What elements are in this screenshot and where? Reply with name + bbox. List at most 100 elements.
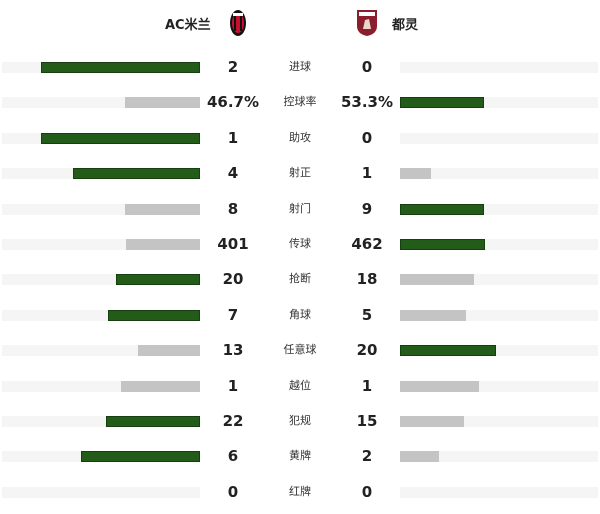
home-stat-value: 0 — [227, 482, 239, 501]
home-stat-bar — [107, 309, 200, 321]
home-stat-track — [2, 239, 200, 250]
home-stat-value: 401 — [217, 235, 249, 253]
home-stat-value: 2 — [227, 58, 239, 76]
away-stat-track — [400, 416, 598, 427]
home-stat-track — [2, 486, 200, 498]
away-stat-value: 0 — [361, 58, 373, 76]
home-stat-bar — [121, 380, 200, 392]
away-stat-bar — [400, 345, 497, 357]
home-stat-track — [2, 345, 200, 357]
home-stat-bar — [124, 203, 200, 215]
home-stat-bar — [41, 132, 200, 144]
home-stat-bar — [138, 345, 200, 357]
away-stat-track — [400, 309, 598, 321]
stat-label: 传球 — [289, 237, 311, 250]
away-stat-track — [400, 239, 598, 250]
stat-label: 犯规 — [289, 414, 311, 427]
home-stat-value: 13 — [222, 341, 244, 360]
home-stat-value: 46.7% — [206, 93, 260, 112]
home-stat-bar — [125, 239, 200, 250]
home-stat-track — [2, 380, 200, 392]
home-stat-bar — [105, 416, 200, 427]
home-stat-value: 8 — [227, 199, 239, 218]
away-stat-value: 1 — [361, 164, 373, 183]
ac-milan-crest-icon — [229, 10, 246, 36]
home-stat-bar — [81, 451, 200, 463]
away-stat-track — [400, 203, 598, 215]
stat-row: 401 传球 462 — [0, 234, 600, 254]
away-team-header: 都灵 — [356, 8, 418, 38]
stat-label: 红牌 — [289, 484, 311, 498]
away-stat-value: 53.3% — [340, 93, 394, 112]
stat-row: 6 黄牌 2 — [0, 446, 600, 466]
home-stat-bar — [73, 168, 200, 180]
home-stat-value: 7 — [227, 305, 239, 324]
away-stat-track — [400, 380, 598, 392]
stat-row: 1 越位 1 — [0, 376, 600, 396]
stat-row: 8 射门 9 — [0, 199, 600, 219]
stat-row: 22 犯规 15 — [0, 411, 600, 431]
away-stat-track — [400, 274, 598, 286]
torino-crest-icon — [357, 10, 377, 36]
stat-label: 抢断 — [289, 272, 311, 286]
home-stat-track — [2, 274, 200, 286]
stat-label: 射正 — [289, 166, 311, 180]
away-stat-bar — [400, 203, 484, 215]
away-stat-bar — [400, 168, 432, 180]
home-team-header: AC米兰 — [165, 8, 247, 38]
stat-row: 13 任意球 20 — [0, 340, 600, 360]
home-stat-value: 6 — [227, 447, 239, 466]
home-stat-track — [2, 416, 200, 427]
away-stat-track — [400, 486, 598, 498]
home-stat-bar — [116, 274, 200, 286]
stat-row: 4 射正 1 — [0, 163, 600, 183]
away-stat-value: 9 — [361, 199, 373, 218]
away-stat-bar — [400, 274, 475, 286]
home-stat-value: 1 — [227, 128, 239, 147]
away-stat-value: 462 — [351, 235, 383, 253]
away-stat-value: 1 — [361, 376, 373, 395]
away-stat-value: 5 — [361, 305, 373, 324]
stat-label: 助攻 — [289, 130, 311, 144]
home-stat-track — [2, 451, 200, 463]
home-stat-track — [2, 97, 200, 109]
home-stat-track — [2, 168, 200, 180]
away-stat-track — [400, 132, 598, 144]
away-stat-track — [400, 62, 598, 73]
away-stat-value: 18 — [356, 270, 378, 289]
away-stat-value: 2 — [361, 447, 373, 466]
home-stat-value: 1 — [227, 376, 239, 395]
stat-row: 46.7% 控球率 53.3% — [0, 92, 600, 112]
away-stat-bar — [400, 380, 479, 392]
stat-label: 射门 — [289, 201, 311, 215]
home-stat-value: 20 — [222, 270, 244, 289]
home-stat-track — [2, 203, 200, 215]
away-stat-bar — [400, 416, 464, 427]
away-stat-value: 20 — [356, 341, 378, 360]
stat-label: 任意球 — [283, 343, 317, 357]
away-stat-track — [400, 168, 598, 180]
away-stat-bar — [400, 239, 485, 250]
stat-row: 0 红牌 0 — [0, 482, 600, 502]
away-stat-track — [400, 451, 598, 463]
stat-label: 黄牌 — [289, 449, 311, 463]
stat-label: 越位 — [289, 378, 311, 392]
home-stat-bar — [124, 97, 200, 109]
away-stat-bar — [400, 451, 439, 463]
away-team-name: 都灵 — [392, 17, 419, 33]
home-stat-track — [2, 132, 200, 144]
home-stat-value: 22 — [222, 412, 244, 430]
home-team-name: AC米兰 — [165, 17, 211, 33]
stat-row: 2 进球 0 — [0, 57, 600, 77]
away-stat-bar — [400, 309, 466, 321]
home-stat-track — [2, 309, 200, 321]
home-stat-bar — [41, 62, 200, 73]
stat-label: 控球率 — [283, 95, 317, 109]
stat-row: 7 角球 5 — [0, 305, 600, 325]
away-stat-track — [400, 345, 598, 357]
stat-row: 20 抢断 18 — [0, 269, 600, 289]
home-stat-value: 4 — [227, 164, 239, 183]
away-stat-value: 0 — [361, 128, 373, 147]
stat-row: 1 助攻 0 — [0, 128, 600, 148]
away-stat-value: 0 — [361, 482, 373, 501]
